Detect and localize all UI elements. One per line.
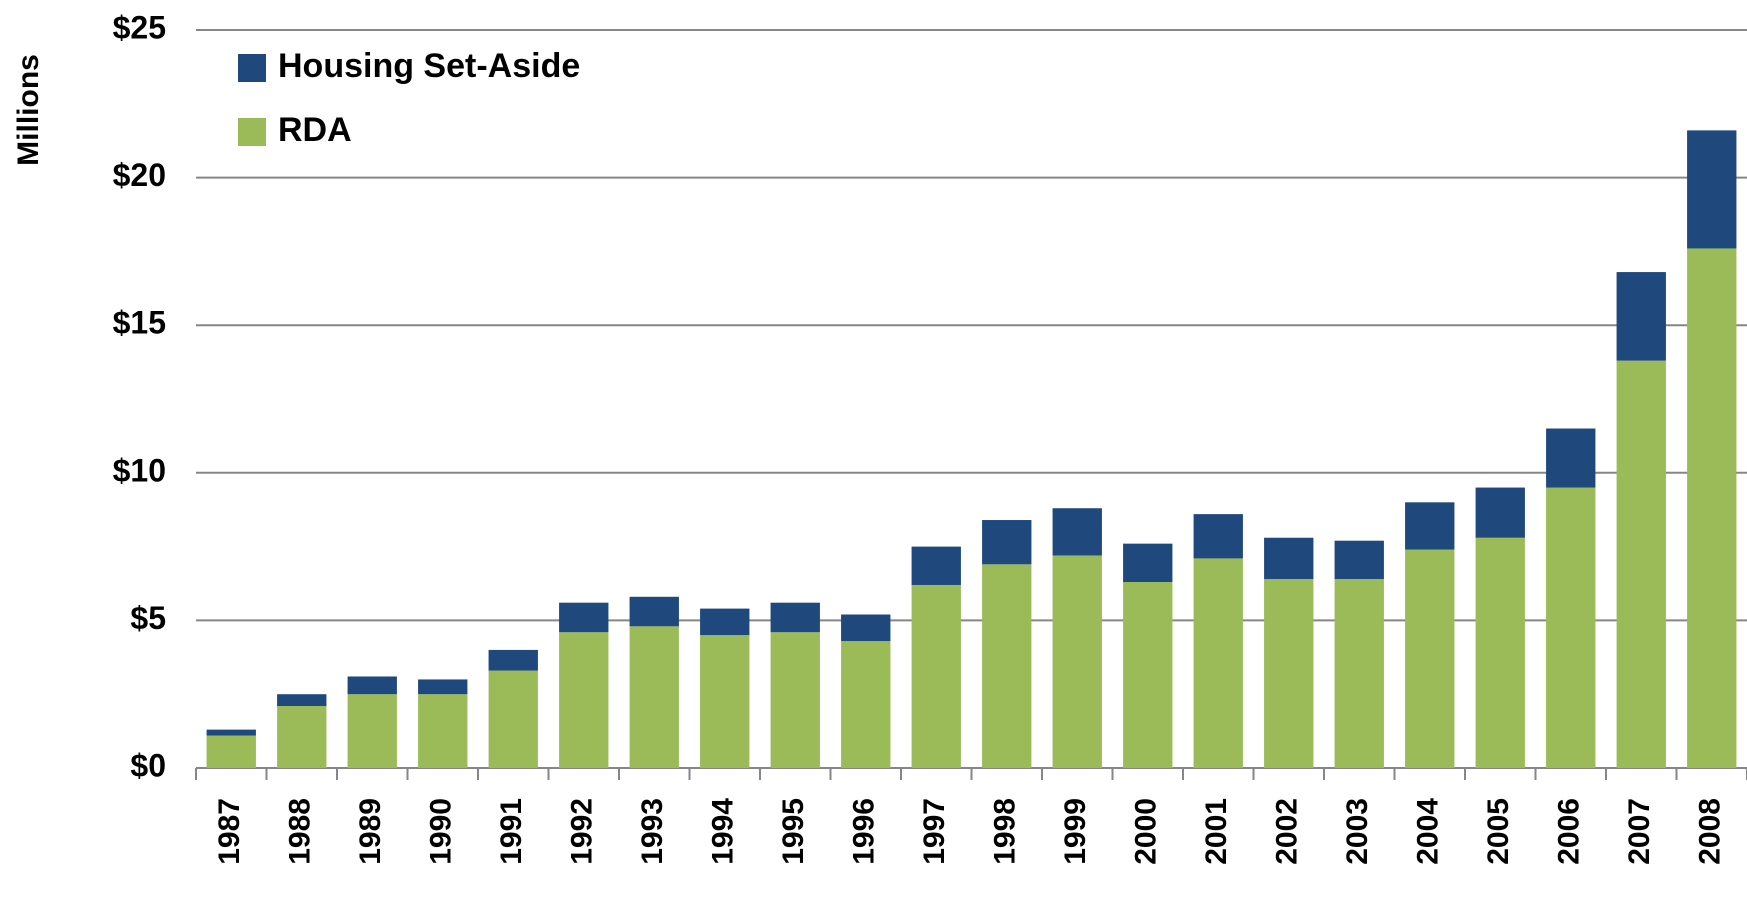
bar-segment: [206, 735, 256, 768]
bar-segment: [347, 676, 397, 695]
bar-segment: [770, 602, 820, 633]
y-tick-label: $25: [113, 9, 166, 45]
x-tick-label: 1991: [495, 798, 528, 865]
bar-segment: [911, 584, 961, 768]
x-tick-label: 1989: [354, 798, 387, 865]
bar-segment: [1334, 579, 1384, 768]
x-tick-label: 1997: [918, 798, 951, 865]
x-tick-label: 1999: [1059, 798, 1092, 865]
bar-segment: [1616, 360, 1666, 768]
bar-segment: [277, 694, 327, 707]
bar-segment: [1264, 579, 1314, 768]
y-tick-label: $10: [113, 452, 166, 488]
y-tick-label: $15: [113, 305, 166, 341]
x-tick-label: 2008: [1694, 798, 1727, 865]
bar-segment: [1616, 272, 1666, 361]
x-tick-label: 1998: [989, 798, 1022, 865]
legend-label: Housing Set-Aside: [278, 47, 580, 85]
bar-segment: [1687, 248, 1737, 768]
x-tick-label: 2005: [1482, 798, 1515, 865]
x-tick-label: 2007: [1623, 798, 1656, 865]
x-tick-label: 1988: [284, 798, 317, 865]
bar-segment: [841, 614, 891, 642]
bar-segment: [1405, 502, 1455, 550]
legend-label: RDA: [278, 111, 352, 149]
y-tick-label: $5: [130, 600, 166, 636]
bar-segment: [1264, 537, 1314, 580]
x-tick-label: 1992: [566, 798, 599, 865]
bar-segment: [206, 729, 256, 736]
bar-segment: [1687, 130, 1737, 249]
y-tick-label: $20: [113, 157, 166, 193]
bar-segment: [1052, 555, 1102, 768]
x-tick-label: 2000: [1130, 798, 1163, 865]
bar-segment: [1546, 428, 1596, 488]
bar-segment: [559, 632, 609, 768]
bar-segment: [488, 670, 538, 768]
x-tick-label: 1987: [213, 798, 246, 865]
bar-segment: [1546, 487, 1596, 768]
x-tick-label: 2006: [1553, 798, 1586, 865]
x-tick-label: 1993: [636, 798, 669, 865]
x-tick-label: 1990: [425, 798, 458, 865]
bar-segment: [1405, 549, 1455, 768]
x-tick-label: 2004: [1412, 798, 1445, 865]
bar-segment: [841, 641, 891, 768]
bar-segment: [1193, 514, 1243, 559]
bar-segment: [488, 649, 538, 671]
bar-segment: [1123, 582, 1173, 768]
bar-segment: [1052, 508, 1102, 556]
x-tick-label: 2002: [1271, 798, 1304, 865]
x-tick-label: 1996: [848, 798, 881, 865]
bar-segment: [982, 564, 1032, 768]
bar-segment: [629, 596, 679, 627]
bar-segment: [911, 546, 961, 585]
bar-segment: [277, 706, 327, 768]
bar-segment: [770, 632, 820, 768]
x-tick-label: 1994: [707, 798, 740, 865]
legend-swatch: [238, 54, 266, 82]
bar-segment: [629, 626, 679, 768]
bar-segment: [982, 520, 1032, 565]
bar-segment: [1193, 558, 1243, 768]
legend-swatch: [238, 118, 266, 146]
y-axis-label: Millions: [12, 54, 45, 166]
bar-segment: [1334, 540, 1384, 580]
bar-segment: [1123, 543, 1173, 583]
x-tick-label: 2001: [1200, 798, 1233, 865]
bar-segment: [700, 608, 750, 636]
bar-segment: [700, 635, 750, 768]
bar-segment: [418, 679, 468, 695]
bar-segment: [418, 694, 468, 768]
bar-segment: [559, 602, 609, 633]
x-tick-label: 2003: [1341, 798, 1374, 865]
bar-segment: [1475, 537, 1525, 768]
bar-segment: [1475, 487, 1525, 538]
bar-segment: [347, 694, 397, 768]
x-tick-label: 1995: [777, 798, 810, 865]
y-tick-label: $0: [130, 747, 166, 783]
